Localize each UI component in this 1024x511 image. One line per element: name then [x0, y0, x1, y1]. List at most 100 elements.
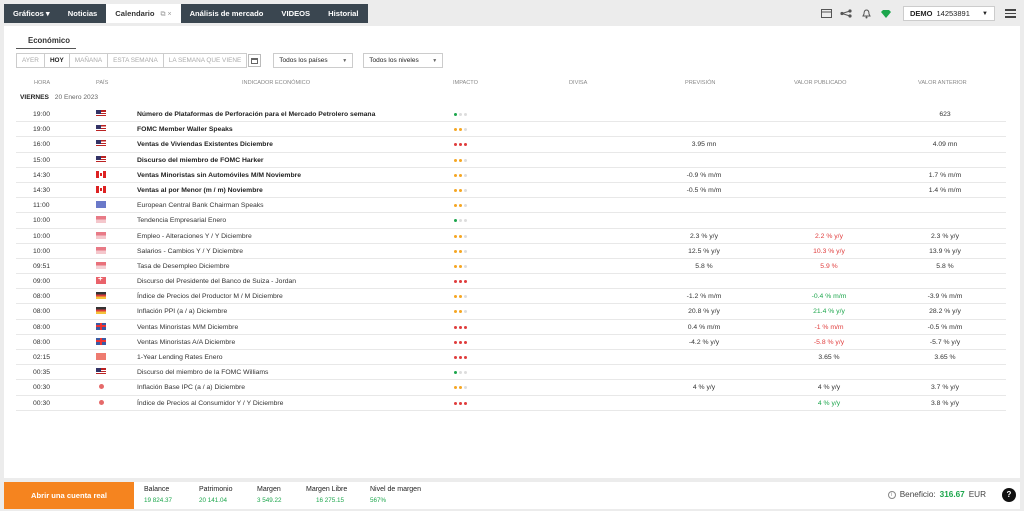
table-row[interactable]: 00:35 Discurso del miembro de la FOMC Wil… [16, 365, 1006, 381]
country-flag-icon [96, 185, 106, 193]
table-row[interactable]: 15:00 Discurso del miembro de FOMC Harker [16, 153, 1006, 168]
impact-indicator-icon [454, 143, 469, 147]
event-time: 08:00 [33, 308, 51, 316]
table-row[interactable]: 02:15 1-Year Lending Rates Enero 3.65 % 3.6… [16, 350, 1006, 366]
col-impacto: IMPACTO [453, 80, 478, 86]
tab-historial[interactable]: Historial [319, 4, 368, 23]
event-previous: 4.09 mn [932, 141, 958, 149]
tab-detach-close-icons[interactable]: ⧉ × [160, 11, 172, 18]
table-row[interactable]: 08:00 Ventas Minoristas A/A Diciembre -4.2… [16, 335, 1006, 350]
event-time: 00:35 [33, 369, 51, 377]
tab-noticias[interactable]: Noticias [58, 4, 107, 23]
event-name: Índice de Precios al Consumidor Y / Y Di… [137, 399, 284, 407]
stat-value: 567% [370, 497, 387, 504]
account-selector[interactable]: DEMO 14253891 ▼ [903, 6, 995, 21]
table-row[interactable]: 14:30 Ventas Minoristas sin Automóviles M… [16, 168, 1006, 183]
event-forecast: -0.5 % m/m [686, 186, 722, 194]
open-real-account-button[interactable]: Abrir una cuenta real [4, 482, 134, 509]
info-icon[interactable]: i [887, 490, 896, 499]
event-previous: 28.2 % y/y [929, 308, 961, 316]
event-previous: 13.9 % y/y [929, 247, 961, 255]
table-row[interactable]: 08:00 Ventas Minoristas M/M Diciembre 0.4 … [16, 320, 1006, 335]
events-table: 19:00 Número de Plataformas de Perforació… [16, 107, 1006, 411]
table-row[interactable]: 00:30 Inflación Base IPC (a / a) Diciembr… [16, 380, 1006, 396]
event-time: 10:00 [33, 232, 51, 240]
table-row[interactable]: 09:51 Tasa de Desempleo Diciembre 5.8 % 5.9… [16, 259, 1006, 275]
date-button-semana-que-viene[interactable]: LA SEMANA QUE VIENE [162, 53, 248, 68]
event-name: Inflación PPI (a / a) Diciembre [137, 308, 228, 316]
calendar-icon[interactable] [248, 54, 262, 67]
event-time: 19:00 [33, 126, 51, 134]
account-number: 14253891 [936, 9, 970, 18]
country-flag-icon [96, 383, 106, 390]
table-row[interactable]: 10:00 Tendencia Empresarial Enero [16, 213, 1006, 229]
chevron-down-icon: ▼ [342, 57, 348, 64]
stat-value: 19 824.37 [144, 497, 173, 504]
table-row[interactable]: 08:00 Índice de Precios del Productor M /… [16, 289, 1006, 305]
event-published: 10.3 % y/y [813, 247, 845, 255]
tab-label: Historial [328, 9, 359, 18]
event-forecast: 3.95 mn [691, 141, 717, 149]
date-button-esta-semana[interactable]: ESTA SEMANA [107, 53, 164, 68]
event-name: Salarios - Cambios Y / Y Diciembre [137, 247, 244, 255]
country-flag-icon [96, 155, 106, 163]
top-bar: Gráficos ▾ Noticias Calendario ⧉ × Anális… [0, 0, 1024, 26]
benefit-display: i Beneficio: 316.67 EUR [887, 490, 986, 499]
event-name: Ventas Minoristas M/M Diciembre [137, 323, 239, 331]
country-flag-icon [96, 368, 106, 376]
event-previous: -5.7 % y/y [929, 338, 961, 346]
table-row[interactable]: 11:00 European Central Bank Chairman Spea… [16, 198, 1006, 214]
date-button-manana[interactable]: MAÑANA [68, 53, 109, 68]
day-heading: VIERNES 20 Enero 2023 [20, 94, 98, 101]
impact-indicator-icon [454, 371, 469, 375]
event-name: Discurso del Presidente del Banco de Sui… [137, 278, 297, 286]
country-filter-select[interactable]: Todos los países ▼ [273, 53, 354, 68]
layout-icon[interactable] [819, 7, 833, 21]
country-flag-icon [96, 292, 106, 300]
event-previous: -3.9 % m/m [927, 293, 963, 301]
impact-indicator-icon [454, 219, 469, 223]
tab-analisis[interactable]: Análisis de mercado [180, 4, 273, 23]
main-tabs: Gráficos ▾ Noticias Calendario ⧉ × Anális… [4, 4, 368, 23]
table-row[interactable]: 19:00 FOMC Member Waller Speaks [16, 122, 1006, 138]
table-row[interactable]: 16:00 Ventas de Viviendas Existentes Dici… [16, 137, 1006, 153]
menu-icon[interactable] [1005, 7, 1016, 20]
network-icon[interactable] [839, 7, 853, 21]
table-row[interactable]: 10:00 Empleo - Alteraciones Y / Y Diciemb… [16, 229, 1006, 244]
help-button[interactable]: ? [1002, 488, 1016, 502]
table-row[interactable]: 08:00 Inflación PPI (a / a) Diciembre 20.8… [16, 304, 1006, 320]
tab-videos[interactable]: VIDEOS [272, 4, 320, 23]
table-row[interactable]: 14:30 Ventas al por Menor (m / m) Noviemb… [16, 183, 1006, 199]
top-right-controls: DEMO 14253891 ▼ [819, 4, 1016, 23]
event-name: FOMC Member Waller Speaks [137, 126, 233, 134]
impact-indicator-icon [454, 234, 469, 238]
tab-graficos[interactable]: Gráficos ▾ [4, 4, 59, 23]
event-name: Tendencia Empresarial Enero [137, 217, 227, 225]
section-tab-economico[interactable]: Económico [16, 36, 76, 49]
stat-patrimonio: Patrimonio 20 141.04 [199, 486, 232, 504]
event-name: Inflación Base IPC (a / a) Diciembre [137, 384, 246, 392]
impact-indicator-icon [454, 204, 469, 208]
tab-calendario[interactable]: Calendario ⧉ × [106, 4, 181, 23]
table-row[interactable]: 10:00 Salarios - Cambios Y / Y Diciembre 1… [16, 244, 1006, 259]
event-time: 19:00 [33, 111, 51, 118]
country-flag-icon [96, 216, 106, 224]
level-filter-select[interactable]: Todos los niveles ▼ [363, 53, 444, 68]
filters-bar: AYER HOY MAÑANA ESTA SEMANA LA SEMANA QU… [16, 53, 444, 68]
bell-icon[interactable] [859, 7, 873, 21]
date-button-ayer[interactable]: AYER [16, 53, 45, 68]
event-published: 2.2 % y/y [815, 232, 843, 240]
col-divisa: DIVISA [569, 80, 588, 86]
country-flag-icon [96, 201, 106, 209]
table-row[interactable]: 19:00 Número de Plataformas de Perforació… [16, 107, 1006, 123]
event-previous: 1.4 % m/m [928, 186, 962, 194]
event-time: 09:51 [33, 262, 51, 270]
table-row[interactable]: 09:00 Discurso del Presidente del Banco d… [16, 274, 1006, 290]
col-prevision: PREVISIÓN [685, 80, 716, 86]
date-button-hoy[interactable]: HOY [43, 53, 70, 68]
footer-bar: Abrir una cuenta real Balance 19 824.37 … [4, 482, 1020, 509]
table-row[interactable]: 00:30 Índice de Precios al Consumidor Y /… [16, 396, 1006, 411]
impact-indicator-icon [454, 356, 469, 359]
event-previous: 2.3 % y/y [931, 232, 959, 240]
country-flag-icon [96, 322, 106, 330]
